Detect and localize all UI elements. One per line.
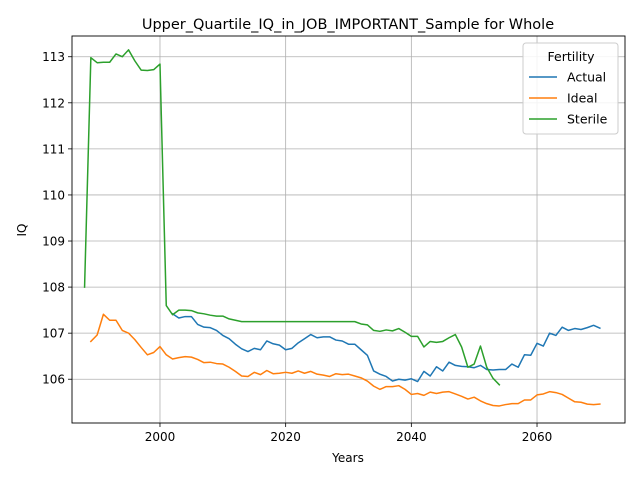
x-tick-label: 2020 <box>270 430 301 444</box>
y-axis-label: IQ <box>15 224 29 237</box>
chart-title: Upper_Quartile_IQ_in_JOB_IMPORTANT_Sampl… <box>142 17 554 33</box>
legend-label-sterile: Sterile <box>567 112 608 127</box>
y-tick-label: 111 <box>42 142 65 156</box>
legend-label-ideal: Ideal <box>567 91 597 106</box>
legend-title: Fertility <box>548 49 596 64</box>
x-tick-label: 2060 <box>522 430 553 444</box>
y-tick-label: 112 <box>42 96 65 110</box>
y-tick-label: 107 <box>42 327 65 341</box>
y-tick-label: 113 <box>42 50 65 64</box>
x-tick-label: 2000 <box>145 430 176 444</box>
x-tick-label: 2040 <box>396 430 427 444</box>
y-tick-label: 109 <box>42 235 65 249</box>
y-tick-label: 110 <box>42 188 65 202</box>
y-tick-label: 108 <box>42 281 65 295</box>
legend: Fertility Actual Ideal Sterile <box>523 43 618 134</box>
x-axis-label: Years <box>331 451 364 465</box>
y-tick-label: 106 <box>42 373 65 387</box>
legend-label-actual: Actual <box>567 70 606 85</box>
